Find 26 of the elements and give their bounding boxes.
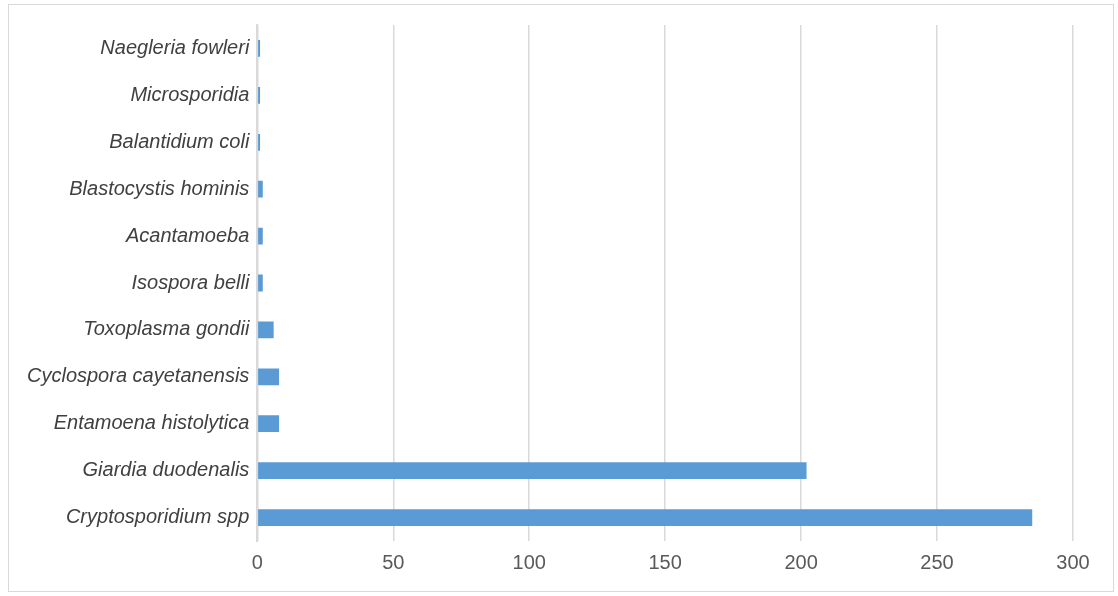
bar <box>258 321 274 339</box>
bar <box>258 415 280 433</box>
y-tick-label: Microsporidia <box>130 82 250 105</box>
y-tick-label: Cyclospora cayetanensis <box>26 364 250 387</box>
y-tick-label: Cryptosporidium spp <box>65 505 250 528</box>
bar <box>258 509 1033 526</box>
y-tick-label: Acantamoeba <box>124 223 250 246</box>
y-tick-label: Toxoplasma gondii <box>83 317 250 340</box>
y-tick-label: Balantidium coli <box>109 129 250 152</box>
x-tick-label: 300 <box>1056 550 1090 573</box>
y-tick-label: Isospora belli <box>131 270 250 293</box>
x-tick-label: 150 <box>648 550 682 573</box>
bar <box>258 180 263 198</box>
x-tick-label: 250 <box>920 550 954 573</box>
x-tick-label: 50 <box>382 550 405 573</box>
y-tick-label: Giardia duodenalis <box>82 458 250 481</box>
x-tick-label: 100 <box>512 550 546 573</box>
bar <box>258 227 263 245</box>
bar <box>258 462 807 480</box>
x-tick-label: 200 <box>784 550 818 573</box>
bar <box>258 368 280 386</box>
y-tick-label: Blastocystis hominis <box>69 176 250 199</box>
y-tick-label: Naegleria fowleri <box>100 36 250 59</box>
y-tick-label: Entamoena histolytica <box>53 411 250 434</box>
bar <box>258 274 263 292</box>
x-tick-label: 0 <box>251 550 263 573</box>
